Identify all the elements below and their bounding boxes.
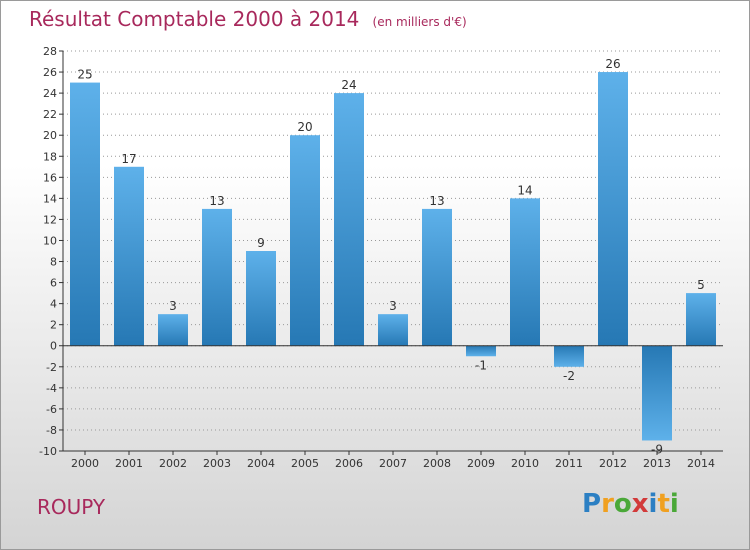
chart-title: Résultat Comptable 2000 à 2014 xyxy=(29,7,360,31)
logo-letter: P xyxy=(582,489,602,519)
data-label: -9 xyxy=(651,442,663,456)
y-tick-label: 12 xyxy=(43,213,57,226)
x-tick-label: 2007 xyxy=(379,457,407,470)
data-label: 13 xyxy=(429,194,444,208)
x-tick-label: 2005 xyxy=(291,457,319,470)
data-label: 13 xyxy=(209,194,224,208)
data-label: 9 xyxy=(257,236,265,250)
data-label: 14 xyxy=(517,183,532,197)
bar xyxy=(686,293,716,346)
data-label: 3 xyxy=(389,299,397,313)
bar xyxy=(70,82,100,346)
bar xyxy=(422,208,452,346)
y-tick-label: 8 xyxy=(50,256,57,269)
bar xyxy=(598,72,628,346)
y-tick-label: 2 xyxy=(50,319,57,332)
bar xyxy=(334,93,364,346)
y-tick-label: -6 xyxy=(46,403,57,416)
x-tick-label: 2003 xyxy=(203,457,231,470)
y-tick-label: 24 xyxy=(43,87,57,100)
y-tick-label: 26 xyxy=(43,66,57,79)
y-tick-label: 0 xyxy=(50,340,57,353)
bar xyxy=(466,345,496,357)
x-tick-label: 2009 xyxy=(467,457,495,470)
y-tick-label: 14 xyxy=(43,192,57,205)
bar xyxy=(642,345,672,441)
logo-letter: t xyxy=(657,489,670,519)
logo-letter: r xyxy=(601,489,614,519)
x-tick-label: 2010 xyxy=(511,457,539,470)
bar xyxy=(290,135,320,346)
bar xyxy=(246,251,276,346)
x-tick-label: 2004 xyxy=(247,457,275,470)
bar xyxy=(510,198,540,346)
data-label: -1 xyxy=(475,358,487,372)
x-tick-label: 2012 xyxy=(599,457,627,470)
y-tick-label: 18 xyxy=(43,150,57,163)
logo-letter: i xyxy=(669,489,679,519)
bar xyxy=(378,314,408,346)
bar xyxy=(202,208,232,346)
y-tick-label: 6 xyxy=(50,277,57,290)
x-tick-label: 2008 xyxy=(423,457,451,470)
x-tick-label: 2002 xyxy=(159,457,187,470)
x-tick-label: 2000 xyxy=(71,457,99,470)
y-tick-label: 10 xyxy=(43,234,57,247)
data-label: 3 xyxy=(169,299,177,313)
x-tick-label: 2014 xyxy=(687,457,715,470)
y-tick-label: 20 xyxy=(43,129,57,142)
y-tick-label: 22 xyxy=(43,108,57,121)
data-label: 5 xyxy=(697,278,705,292)
y-tick-label: 4 xyxy=(50,298,57,311)
bar xyxy=(158,314,188,346)
data-label: 24 xyxy=(341,78,356,92)
logo-letter: i xyxy=(648,489,658,519)
commune-name: ROUPY xyxy=(37,495,106,519)
x-tick-label: 2013 xyxy=(643,457,671,470)
bar xyxy=(554,345,584,367)
chart-subtitle: (en milliers d'€) xyxy=(372,15,467,29)
y-tick-label: 28 xyxy=(43,45,57,58)
proxiti-logo: Proxiti xyxy=(582,489,679,519)
data-label: 26 xyxy=(605,57,620,71)
y-tick-label: -10 xyxy=(39,445,57,458)
x-tick-label: 2001 xyxy=(115,457,143,470)
y-tick-label: -4 xyxy=(46,382,57,395)
x-tick-label: 2006 xyxy=(335,457,363,470)
data-label: 20 xyxy=(297,120,312,134)
y-tick-label: -2 xyxy=(46,361,57,374)
logo-letter: x xyxy=(631,489,649,519)
logo-letter: o xyxy=(613,489,632,519)
x-tick-label: 2011 xyxy=(555,457,583,470)
bar xyxy=(114,166,144,346)
data-label: 17 xyxy=(121,152,136,166)
y-tick-label: -8 xyxy=(46,424,57,437)
data-label: 25 xyxy=(77,68,92,82)
data-label: -2 xyxy=(563,369,575,383)
title-row: Résultat Comptable 2000 à 2014 (en milli… xyxy=(29,7,467,31)
y-tick-label: 16 xyxy=(43,171,57,184)
